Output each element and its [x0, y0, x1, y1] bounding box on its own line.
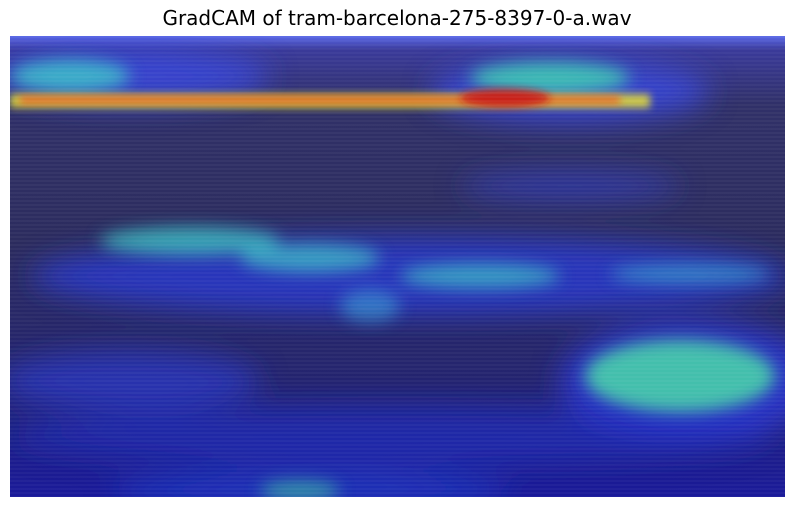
gradcam-heatmap [10, 36, 785, 497]
spectrogram-texture [10, 36, 785, 497]
heatmap-canvas [10, 36, 785, 497]
chart-title: GradCAM of tram-barcelona-275-8397-0-a.w… [162, 6, 632, 30]
